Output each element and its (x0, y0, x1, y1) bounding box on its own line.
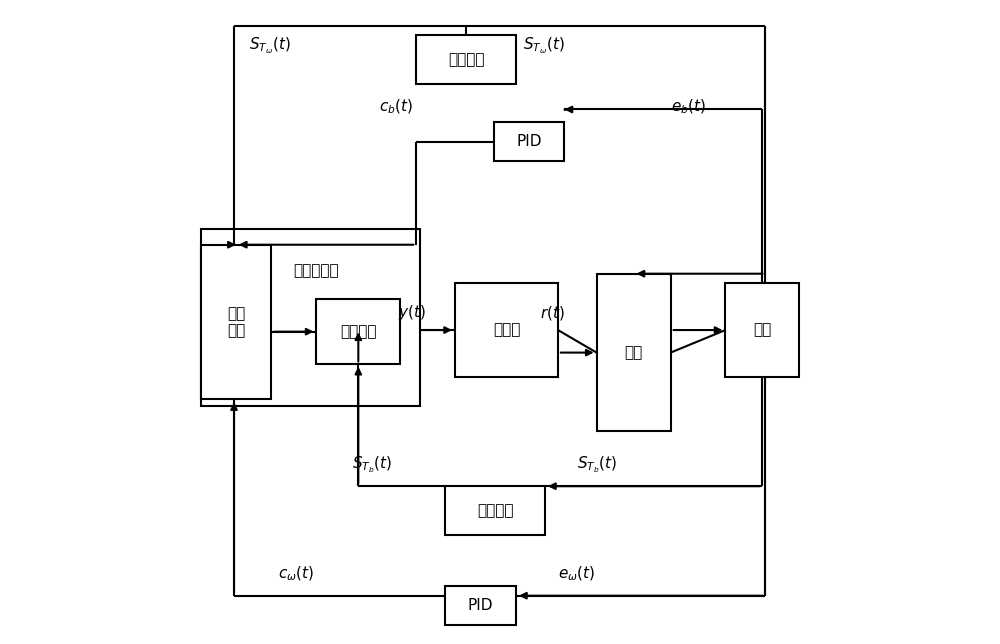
Text: PID: PID (516, 134, 542, 149)
Text: $S_{T_\omega}(t)$: $S_{T_\omega}(t)$ (523, 35, 564, 56)
FancyBboxPatch shape (455, 283, 558, 377)
Text: $c_b(t)$: $c_b(t)$ (379, 97, 413, 116)
Text: $S_{T_\omega}(t)$: $S_{T_\omega}(t)$ (249, 35, 291, 56)
FancyBboxPatch shape (597, 274, 671, 431)
Text: 功率调制: 功率调制 (477, 503, 513, 518)
Text: 解调: 解调 (625, 345, 643, 360)
Text: $S_{T_b}(t)$: $S_{T_b}(t)$ (352, 455, 392, 475)
Text: 解调: 解调 (753, 323, 772, 337)
Text: $S_{T_b}(t)$: $S_{T_b}(t)$ (577, 455, 617, 475)
FancyBboxPatch shape (445, 486, 545, 535)
FancyBboxPatch shape (494, 122, 564, 161)
Text: $c_\omega(t)$: $c_\omega(t)$ (278, 564, 314, 583)
Text: 功率控制: 功率控制 (340, 324, 377, 339)
FancyBboxPatch shape (316, 299, 400, 364)
Text: PID: PID (468, 598, 493, 613)
FancyBboxPatch shape (725, 283, 799, 377)
Text: $r(t)$: $r(t)$ (540, 304, 564, 322)
FancyBboxPatch shape (201, 245, 271, 399)
FancyBboxPatch shape (445, 586, 516, 625)
Text: 铯束管: 铯束管 (493, 323, 520, 337)
Text: 频率
控制: 频率 控制 (227, 306, 245, 338)
FancyBboxPatch shape (416, 35, 516, 84)
Text: $e_\omega(t)$: $e_\omega(t)$ (558, 564, 595, 583)
Text: 频率调制: 频率调制 (448, 52, 484, 67)
Text: $e_b(t)$: $e_b(t)$ (671, 97, 706, 116)
Text: $y(t)$: $y(t)$ (398, 303, 426, 322)
Text: 微波信号源: 微波信号源 (294, 263, 339, 278)
